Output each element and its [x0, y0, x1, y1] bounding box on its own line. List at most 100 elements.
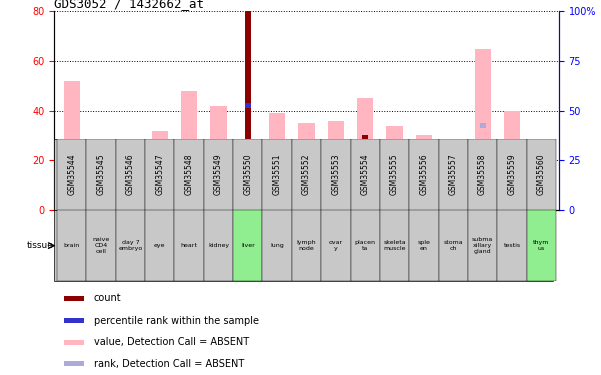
Bar: [362, 135, 368, 210]
Bar: [526, 210, 556, 281]
Text: subma
xillary
gland: subma xillary gland: [472, 237, 493, 254]
Bar: [421, 160, 427, 165]
Bar: [174, 139, 204, 210]
Bar: [321, 139, 350, 210]
Text: GSM35549: GSM35549: [214, 154, 223, 195]
Bar: [480, 123, 486, 128]
Text: GSM35546: GSM35546: [126, 154, 135, 195]
Bar: [439, 139, 468, 210]
Text: GSM35547: GSM35547: [155, 154, 164, 195]
Bar: [269, 113, 285, 210]
Bar: [157, 160, 163, 210]
Bar: [421, 165, 427, 210]
Bar: [174, 210, 204, 281]
Text: heart: heart: [181, 243, 198, 248]
Text: GSM35557: GSM35557: [449, 154, 458, 195]
Bar: [186, 143, 192, 148]
Text: GSM35552: GSM35552: [302, 154, 311, 195]
Bar: [204, 210, 233, 281]
Bar: [57, 139, 87, 210]
Bar: [468, 139, 497, 210]
Bar: [64, 361, 84, 366]
Bar: [245, 104, 251, 108]
Bar: [538, 198, 545, 202]
Text: testis: testis: [504, 243, 520, 248]
Bar: [292, 139, 321, 210]
Bar: [204, 139, 233, 210]
Bar: [386, 126, 403, 210]
Text: liver: liver: [241, 243, 255, 248]
Bar: [263, 210, 292, 281]
Text: thym
us: thym us: [533, 240, 549, 251]
Text: lung: lung: [270, 243, 284, 248]
Bar: [504, 111, 520, 210]
Bar: [210, 106, 227, 210]
Text: placen
ta: placen ta: [355, 240, 376, 251]
Bar: [333, 158, 339, 210]
Bar: [409, 139, 439, 210]
Text: naive
CD4
cell: naive CD4 cell: [93, 237, 109, 254]
Text: GSM35558: GSM35558: [478, 154, 487, 195]
Text: sple
en: sple en: [418, 240, 430, 251]
Bar: [145, 210, 174, 281]
Bar: [151, 130, 168, 210]
Bar: [57, 210, 87, 281]
Bar: [69, 141, 75, 145]
Bar: [64, 81, 80, 210]
Text: percentile rank within the sample: percentile rank within the sample: [94, 316, 258, 326]
Bar: [497, 139, 526, 210]
Bar: [116, 210, 145, 281]
Bar: [245, 11, 251, 210]
Text: GSM35554: GSM35554: [361, 154, 370, 195]
Text: value, Detection Call = ABSENT: value, Detection Call = ABSENT: [94, 337, 249, 347]
Bar: [87, 139, 116, 210]
Text: rank, Detection Call = ABSENT: rank, Detection Call = ABSENT: [94, 359, 244, 369]
Bar: [93, 188, 109, 210]
Text: GSM35553: GSM35553: [331, 154, 340, 195]
Bar: [328, 121, 344, 210]
Bar: [233, 139, 263, 210]
Bar: [380, 210, 409, 281]
Bar: [468, 210, 497, 281]
Text: skeleta
muscle: skeleta muscle: [383, 240, 406, 251]
Text: GSM35548: GSM35548: [185, 154, 194, 195]
Bar: [475, 48, 490, 210]
Text: GSM35551: GSM35551: [273, 154, 282, 195]
Bar: [304, 158, 310, 210]
Bar: [380, 139, 409, 210]
Bar: [304, 156, 310, 160]
Bar: [480, 148, 486, 153]
Bar: [116, 139, 145, 210]
Bar: [391, 156, 398, 160]
Bar: [233, 210, 263, 281]
Text: lymph
node: lymph node: [297, 240, 316, 251]
Bar: [416, 135, 432, 210]
Bar: [123, 148, 138, 210]
Text: stoma
ch: stoma ch: [444, 240, 463, 251]
Bar: [64, 340, 84, 345]
Bar: [299, 123, 314, 210]
Text: GSM35545: GSM35545: [97, 154, 106, 195]
Text: day 7
embryо: day 7 embryо: [118, 240, 142, 251]
Bar: [87, 210, 116, 281]
Text: GSM35556: GSM35556: [419, 154, 429, 195]
Bar: [181, 91, 197, 210]
Text: brain: brain: [64, 243, 80, 248]
Bar: [526, 139, 556, 210]
Text: GSM35544: GSM35544: [67, 154, 76, 195]
Bar: [64, 318, 84, 323]
Bar: [409, 210, 439, 281]
Bar: [362, 141, 368, 145]
Bar: [350, 210, 380, 281]
Bar: [357, 98, 373, 210]
Bar: [538, 198, 544, 210]
Bar: [292, 210, 321, 281]
Bar: [533, 193, 549, 210]
Text: GSM35550: GSM35550: [243, 154, 252, 195]
Text: eye: eye: [154, 243, 165, 248]
Text: tissue: tissue: [26, 241, 53, 250]
Text: GSM35560: GSM35560: [537, 154, 546, 195]
Bar: [263, 139, 292, 210]
Text: count: count: [94, 293, 121, 303]
Text: GDS3052 / 1432662_at: GDS3052 / 1432662_at: [54, 0, 204, 10]
